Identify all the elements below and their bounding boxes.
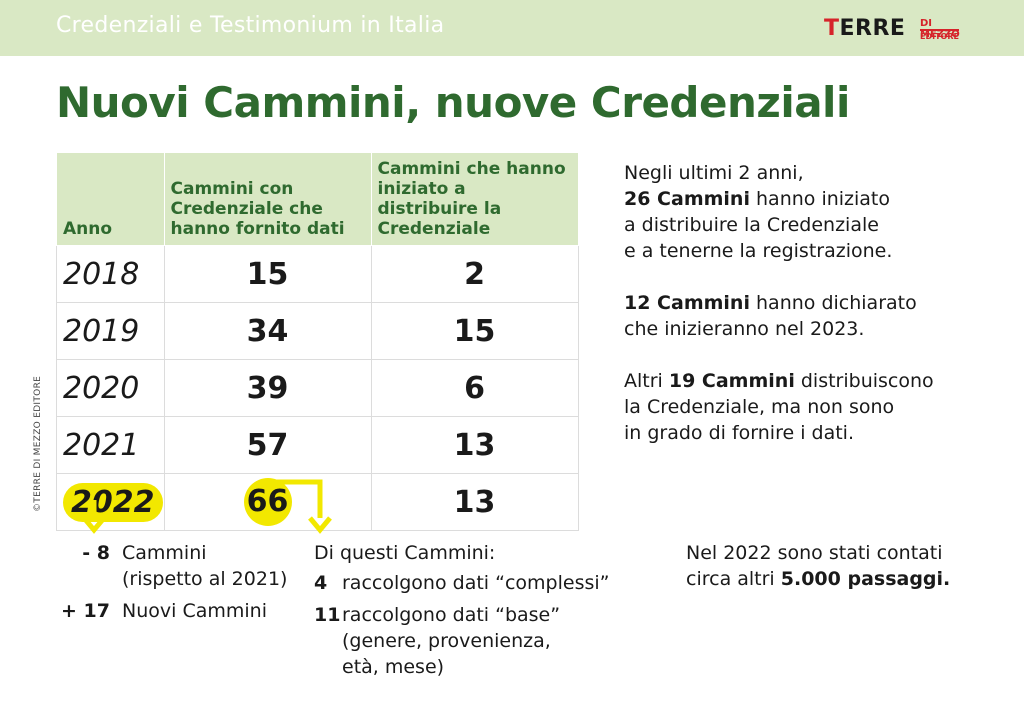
value-cell: 15 [163,245,372,303]
summary-text: Negli ultimi 2 anni, 26 Cammini hanno in… [624,160,1004,472]
year-cell-highlighted: 2022 [56,473,165,531]
table-row: 2022 66 13 [56,473,579,531]
data-table: Anno Cammini con Credenziale che hanno f… [56,152,579,531]
table-row: 2021 57 13 [56,416,579,474]
list-item: 11 raccolgono dati “base” (genere, prove… [314,604,561,678]
passages-note: Nel 2022 sono stati contati circa altri … [686,542,951,590]
header-cammini-iniziato: Cammini che hanno iniziato a distribuire… [370,152,579,246]
table-row: 2019 34 15 [56,302,579,360]
table-row: 2018 15 2 [56,245,579,303]
value-cell: 13 [370,473,579,531]
year-cell: 2021 [56,416,165,474]
value-cell: 39 [163,359,372,417]
year-cell: 2018 [56,245,165,303]
year-change-note: - 8 Cammini (rispetto al 2021) + 17 Nuovi… [60,540,287,630]
publisher-logo: TERRE DI MEZZO EDITORE [824,16,960,41]
summary-paragraph: 12 Cammini hanno dichiarato che iniziera… [624,292,917,340]
table-row: 2020 39 6 [56,359,579,417]
page-title: Nuovi Cammini, nuove Credenziali [56,78,850,127]
top-banner: Credenziali e Testimonium in Italia TERR… [0,0,1024,56]
value-cell: 57 [163,416,372,474]
header-year: Anno [56,152,165,246]
list-item: 4 raccolgono dati “complessi” [314,572,610,594]
value-cell-highlighted: 66 [163,473,372,531]
value-cell: 2 [370,245,579,303]
value-cell: 34 [163,302,372,360]
banner-title: Credenziali e Testimonium in Italia [56,13,445,38]
year-cell: 2020 [56,359,165,417]
data-type-note: Di questi Cammini: 4 raccolgono dati “co… [314,542,610,678]
year-highlight: 2022 [63,482,163,522]
year-cell: 2019 [56,302,165,360]
summary-paragraph: Negli ultimi 2 anni, 26 Cammini hanno in… [624,162,893,262]
list-item: - 8 Cammini (rispetto al 2021) [82,542,288,590]
list-item: + 17 Nuovi Cammini [61,600,267,622]
summary-paragraph: Altri 19 Cammini distribuiscono la Crede… [624,370,934,444]
table-header-row: Anno Cammini con Credenziale che hanno f… [56,152,579,246]
value-cell: 15 [370,302,579,360]
header-cammini-dati: Cammini con Credenziale che hanno fornit… [163,152,372,246]
value-highlight: 66 [243,478,292,526]
